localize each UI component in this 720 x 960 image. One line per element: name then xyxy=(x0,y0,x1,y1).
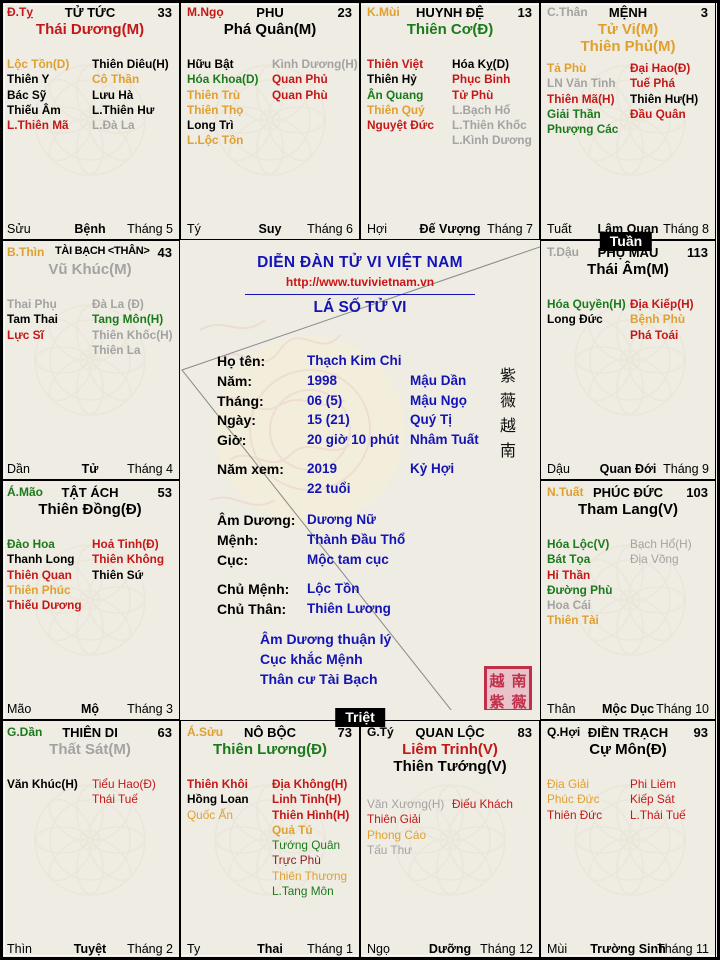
svg-text:南: 南 xyxy=(511,672,526,690)
svg-text:薇: 薇 xyxy=(511,693,526,710)
svg-text:紫: 紫 xyxy=(489,694,504,710)
svg-text:越: 越 xyxy=(488,672,505,690)
